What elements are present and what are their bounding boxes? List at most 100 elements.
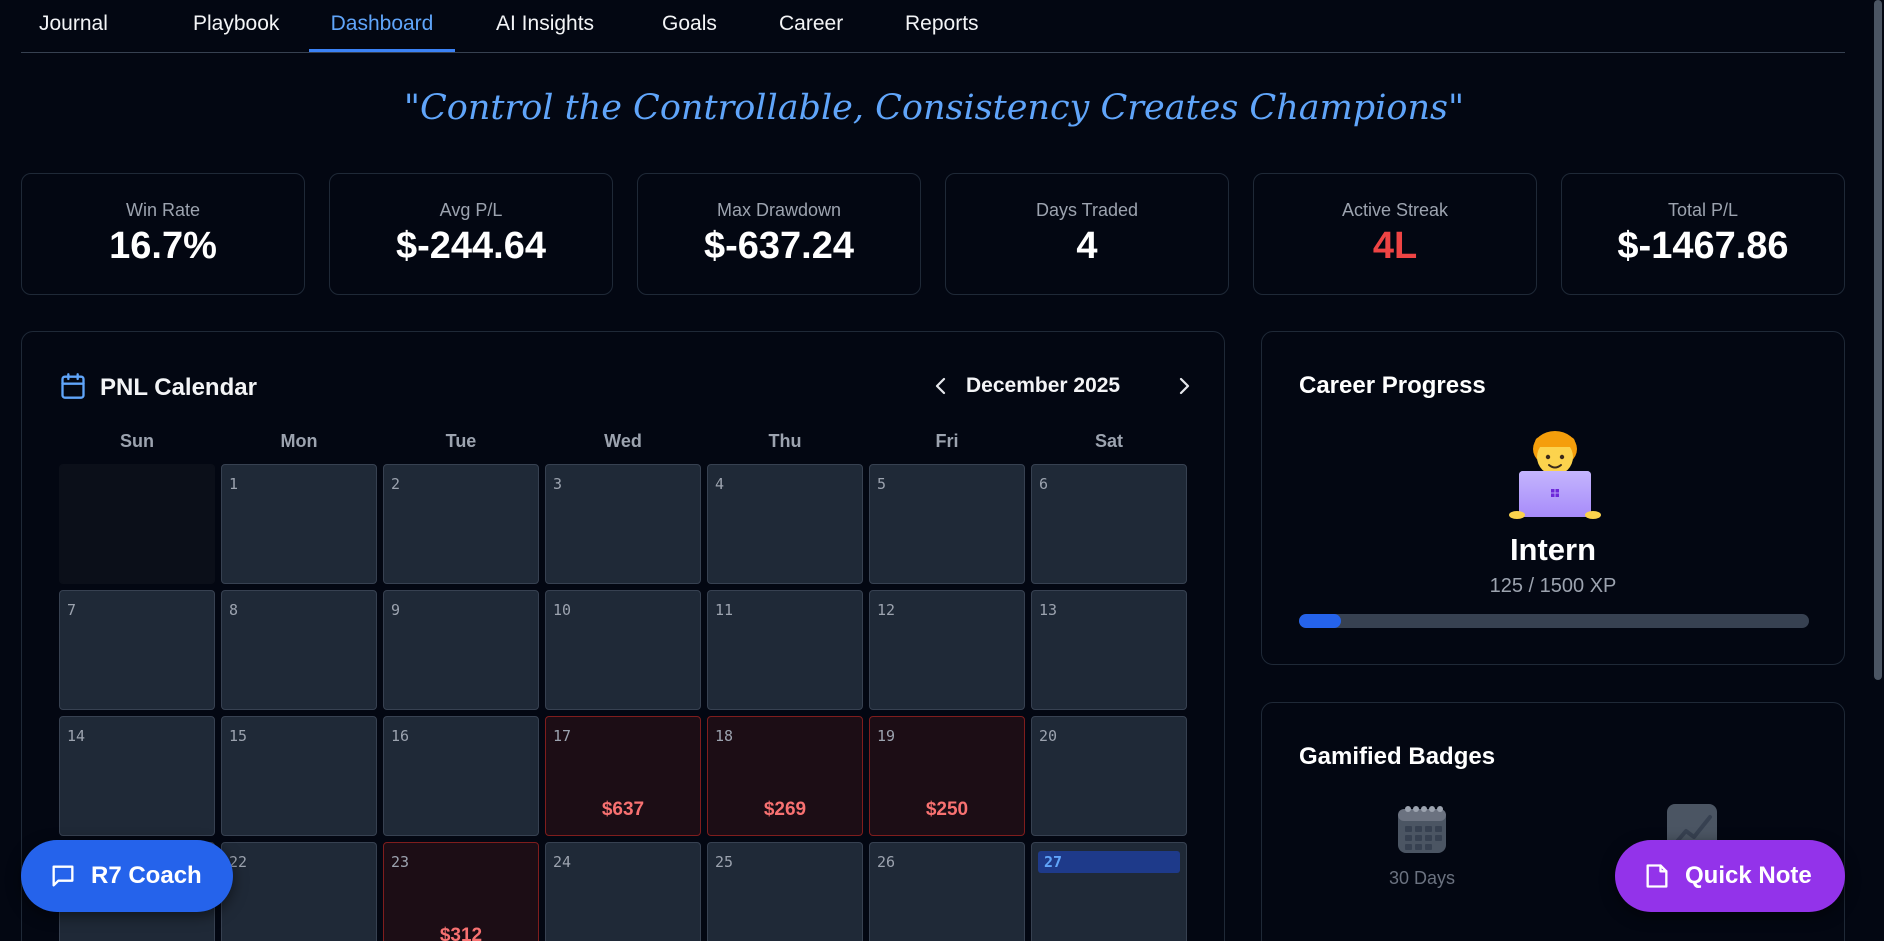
calendar-day[interactable]: 2 (383, 464, 539, 584)
chat-icon (52, 865, 74, 887)
stat-value: $-637.24 (703, 225, 854, 267)
calendar-month: December 2025 (966, 374, 1121, 397)
xp-progress-fill (1299, 614, 1342, 628)
tab-journal[interactable]: Journal (39, 12, 108, 35)
note-icon (1646, 864, 1668, 888)
day-pnl: $250 (925, 799, 969, 820)
chevron-left-icon[interactable] (929, 374, 953, 398)
day-number: 26 (877, 853, 896, 871)
page-scrollbar[interactable] (1872, 0, 1884, 941)
stat-value: 4L (1372, 225, 1418, 267)
day-number: 15 (229, 727, 248, 745)
calendar-day[interactable]: 24 (545, 842, 701, 941)
stat-label: Days Traded (1035, 200, 1139, 220)
stat-card-total-pl: Total P/L $-1467.86 (1561, 173, 1845, 295)
calendar-day-empty (59, 464, 215, 584)
tab-playbook[interactable]: Playbook (193, 12, 280, 35)
day-number: 13 (1039, 601, 1058, 619)
weekday-header: Sat (1094, 431, 1123, 451)
day-number: 19 (877, 727, 896, 745)
day-number: 24 (553, 853, 572, 871)
r7-coach-label: R7 Coach (91, 862, 202, 889)
stat-card-active-streak: Active Streak 4L (1253, 173, 1537, 295)
tab-dashboard[interactable]: Dashboard (309, 0, 455, 52)
day-number: 3 (553, 475, 563, 493)
chevron-right-icon[interactable] (1172, 374, 1196, 398)
calendar-day[interactable]: 19 $250 (869, 716, 1025, 836)
stat-label: Avg P/L (439, 200, 503, 220)
calendar-day[interactable]: 15 (221, 716, 377, 836)
calendar-day[interactable]: 25 (707, 842, 863, 941)
quick-note-button[interactable]: Quick Note (1615, 840, 1845, 912)
stat-label: Win Rate (125, 200, 201, 220)
stat-card-win-rate: Win Rate 16.7% (21, 173, 305, 295)
stat-card-days-traded: Days Traded 4 (945, 173, 1229, 295)
day-number: 17 (553, 727, 572, 745)
weekday-header: Mon (280, 431, 318, 451)
badge-label: 30 Days (1388, 868, 1456, 888)
calendar-day[interactable]: 27 (1031, 842, 1187, 941)
day-number: 25 (715, 853, 734, 871)
badges-title: Gamified Badges (1299, 743, 1496, 770)
day-pnl: $269 (763, 799, 807, 820)
day-number: 7 (67, 601, 77, 619)
day-number: 22 (229, 853, 248, 871)
calendar-day[interactable]: 16 (383, 716, 539, 836)
calendar-day[interactable]: 10 (545, 590, 701, 710)
badge-30-days[interactable]: 30 Days (1362, 801, 1482, 889)
calendar-day[interactable]: 23 $312 (383, 842, 539, 941)
day-pnl: $312 (439, 925, 483, 941)
stat-value: 4 (1076, 225, 1098, 267)
career-rank: Intern (1509, 532, 1597, 567)
calendar-day[interactable]: 14 (59, 716, 215, 836)
calendar-day[interactable]: 5 (869, 464, 1025, 584)
top-nav: Journal Playbook Dashboard AI Insights G… (21, 0, 1845, 53)
r7-coach-button[interactable]: R7 Coach (21, 840, 233, 912)
stat-card-avg-pl: Avg P/L $-244.64 (329, 173, 613, 295)
stat-value: $-244.64 (395, 225, 546, 267)
technologist-avatar-icon (1509, 431, 1601, 519)
calendar-day[interactable]: 12 (869, 590, 1025, 710)
career-progress-panel: Career Progress Intern 125 / 1500 XP (1261, 331, 1845, 665)
stat-label: Total P/L (1667, 200, 1739, 220)
tab-ai-insights[interactable]: AI Insights (496, 12, 595, 35)
quick-note-label: Quick Note (1685, 862, 1812, 889)
calendar-day[interactable]: 6 (1031, 464, 1187, 584)
calendar-day[interactable]: 11 (707, 590, 863, 710)
day-number: 27 (1038, 851, 1180, 873)
stat-label: Active Streak (1341, 200, 1449, 220)
calendar-day[interactable]: 26 (869, 842, 1025, 941)
day-number: 1 (229, 475, 239, 493)
day-number: 9 (391, 601, 401, 619)
calendar-title: PNL Calendar (100, 374, 257, 401)
weekday-header: Sun (120, 431, 154, 451)
xp-progress-bar (1299, 614, 1809, 628)
calendar-icon (61, 373, 85, 399)
calendar-day[interactable]: 18 $269 (707, 716, 863, 836)
motivational-quote: "Control the Controllable, Consistency C… (403, 88, 1465, 128)
day-number: 14 (67, 727, 86, 745)
weekday-header: Fri (935, 431, 959, 451)
day-number: 5 (877, 475, 887, 493)
weekday-header: Tue (445, 431, 477, 451)
scrollbar-thumb[interactable] (1874, 0, 1882, 680)
day-number: 12 (877, 601, 896, 619)
calendar-day[interactable]: 9 (383, 590, 539, 710)
calendar-day[interactable]: 22 (221, 842, 377, 941)
calendar-day[interactable]: 17 $637 (545, 716, 701, 836)
calendar-day[interactable]: 20 (1031, 716, 1187, 836)
day-number: 20 (1039, 727, 1058, 745)
stat-value: $-1467.86 (1617, 225, 1789, 267)
tab-reports[interactable]: Reports (905, 12, 979, 35)
tab-career[interactable]: Career (779, 12, 844, 35)
calendar-day[interactable]: 13 (1031, 590, 1187, 710)
calendar-day[interactable]: 4 (707, 464, 863, 584)
xp-text: 125 / 1500 XP (1489, 575, 1617, 597)
calendar-day[interactable]: 7 (59, 590, 215, 710)
stat-card-max-drawdown: Max Drawdown $-637.24 (637, 173, 921, 295)
calendar-day[interactable]: 1 (221, 464, 377, 584)
calendar-day[interactable]: 8 (221, 590, 377, 710)
tab-goals[interactable]: Goals (662, 12, 717, 35)
day-number: 8 (229, 601, 239, 619)
calendar-day[interactable]: 3 (545, 464, 701, 584)
